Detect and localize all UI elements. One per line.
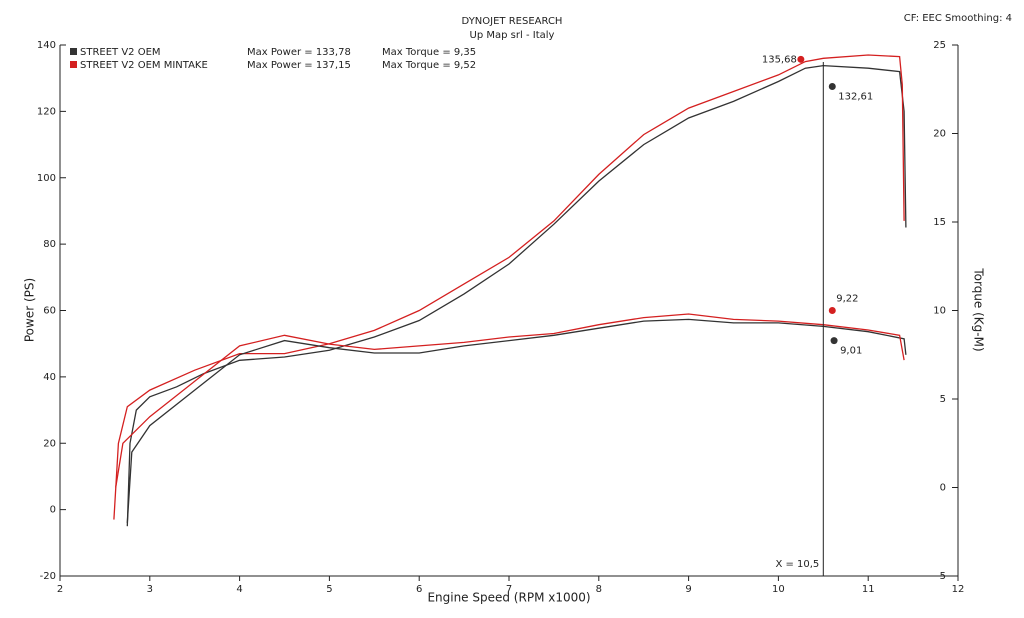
annotation-dot (828, 82, 836, 90)
x-tick-label: 11 (862, 584, 875, 595)
y-tick-label: 100 (37, 173, 56, 184)
annotation-label: 135,68 (762, 54, 797, 65)
x-axis-label: Engine Speed (RPM x1000) (427, 591, 590, 605)
x-tick-label: 7 (506, 584, 512, 595)
annotation-label: 9,22 (836, 294, 858, 305)
legend-max-torque: Max Torque = 9,52 (382, 60, 476, 71)
chart-title: DYNOJET RESEARCH (462, 16, 563, 27)
series-line (126, 64, 907, 527)
legend-max-torque: Max Torque = 9,35 (382, 47, 476, 58)
x-tick-label: 3 (147, 584, 153, 595)
x-tick-label: 12 (952, 584, 965, 595)
y-tick-label: 20 (43, 438, 56, 449)
annotation-dot (830, 337, 838, 345)
y2-tick-label: 15 (933, 217, 946, 228)
y2-axis-label: Torque (Kg-M) (972, 267, 986, 351)
legend-label: STREET V2 OEM MINTAKE (80, 60, 208, 71)
legend-swatch (70, 48, 77, 55)
legend-max-power: Max Power = 137,15 (247, 60, 351, 71)
y-tick-label: 140 (37, 40, 56, 51)
y-tick-label: 80 (43, 239, 56, 250)
y-tick-label: 120 (37, 106, 56, 117)
y-axis-label: Power (PS) (23, 278, 37, 342)
x-tick-label: 6 (416, 584, 422, 595)
annotation-dot (828, 307, 836, 314)
y2-tick-label: -5 (936, 571, 946, 582)
y-tick-label: 40 (43, 372, 56, 383)
x-tick-label: 5 (326, 584, 332, 595)
annotation-dot (797, 55, 805, 63)
x-tick-label: 2 (57, 584, 63, 595)
chart-subtitle: Up Map srl - Italy (470, 30, 555, 41)
x-tick-label: 9 (685, 584, 691, 595)
y2-tick-label: 20 (933, 129, 946, 140)
x-tick-label: 4 (236, 584, 242, 595)
corner-note: CF: EEC Smoothing: 4 (904, 13, 1012, 24)
annotation-label: 132,61 (838, 91, 873, 102)
legend-max-power: Max Power = 133,78 (247, 47, 351, 58)
series-line (126, 318, 907, 523)
y2-tick-label: 5 (940, 394, 946, 405)
y2-tick-label: 0 (940, 483, 946, 494)
y-tick-label: 60 (43, 306, 56, 317)
x-tick-label: 8 (596, 584, 602, 595)
legend-swatch (70, 61, 77, 68)
series-line (115, 313, 905, 488)
y-tick-label: -20 (40, 571, 56, 582)
annotation-label: 9,01 (840, 346, 862, 357)
x-tick-label: 10 (772, 584, 785, 595)
series-line (113, 54, 905, 520)
cursor-label: X = 10,5 (775, 559, 819, 570)
y2-tick-label: 25 (933, 40, 946, 51)
legend-label: STREET V2 OEM (80, 47, 161, 58)
y2-tick-label: 10 (933, 306, 946, 317)
y-tick-label: 0 (50, 505, 56, 516)
